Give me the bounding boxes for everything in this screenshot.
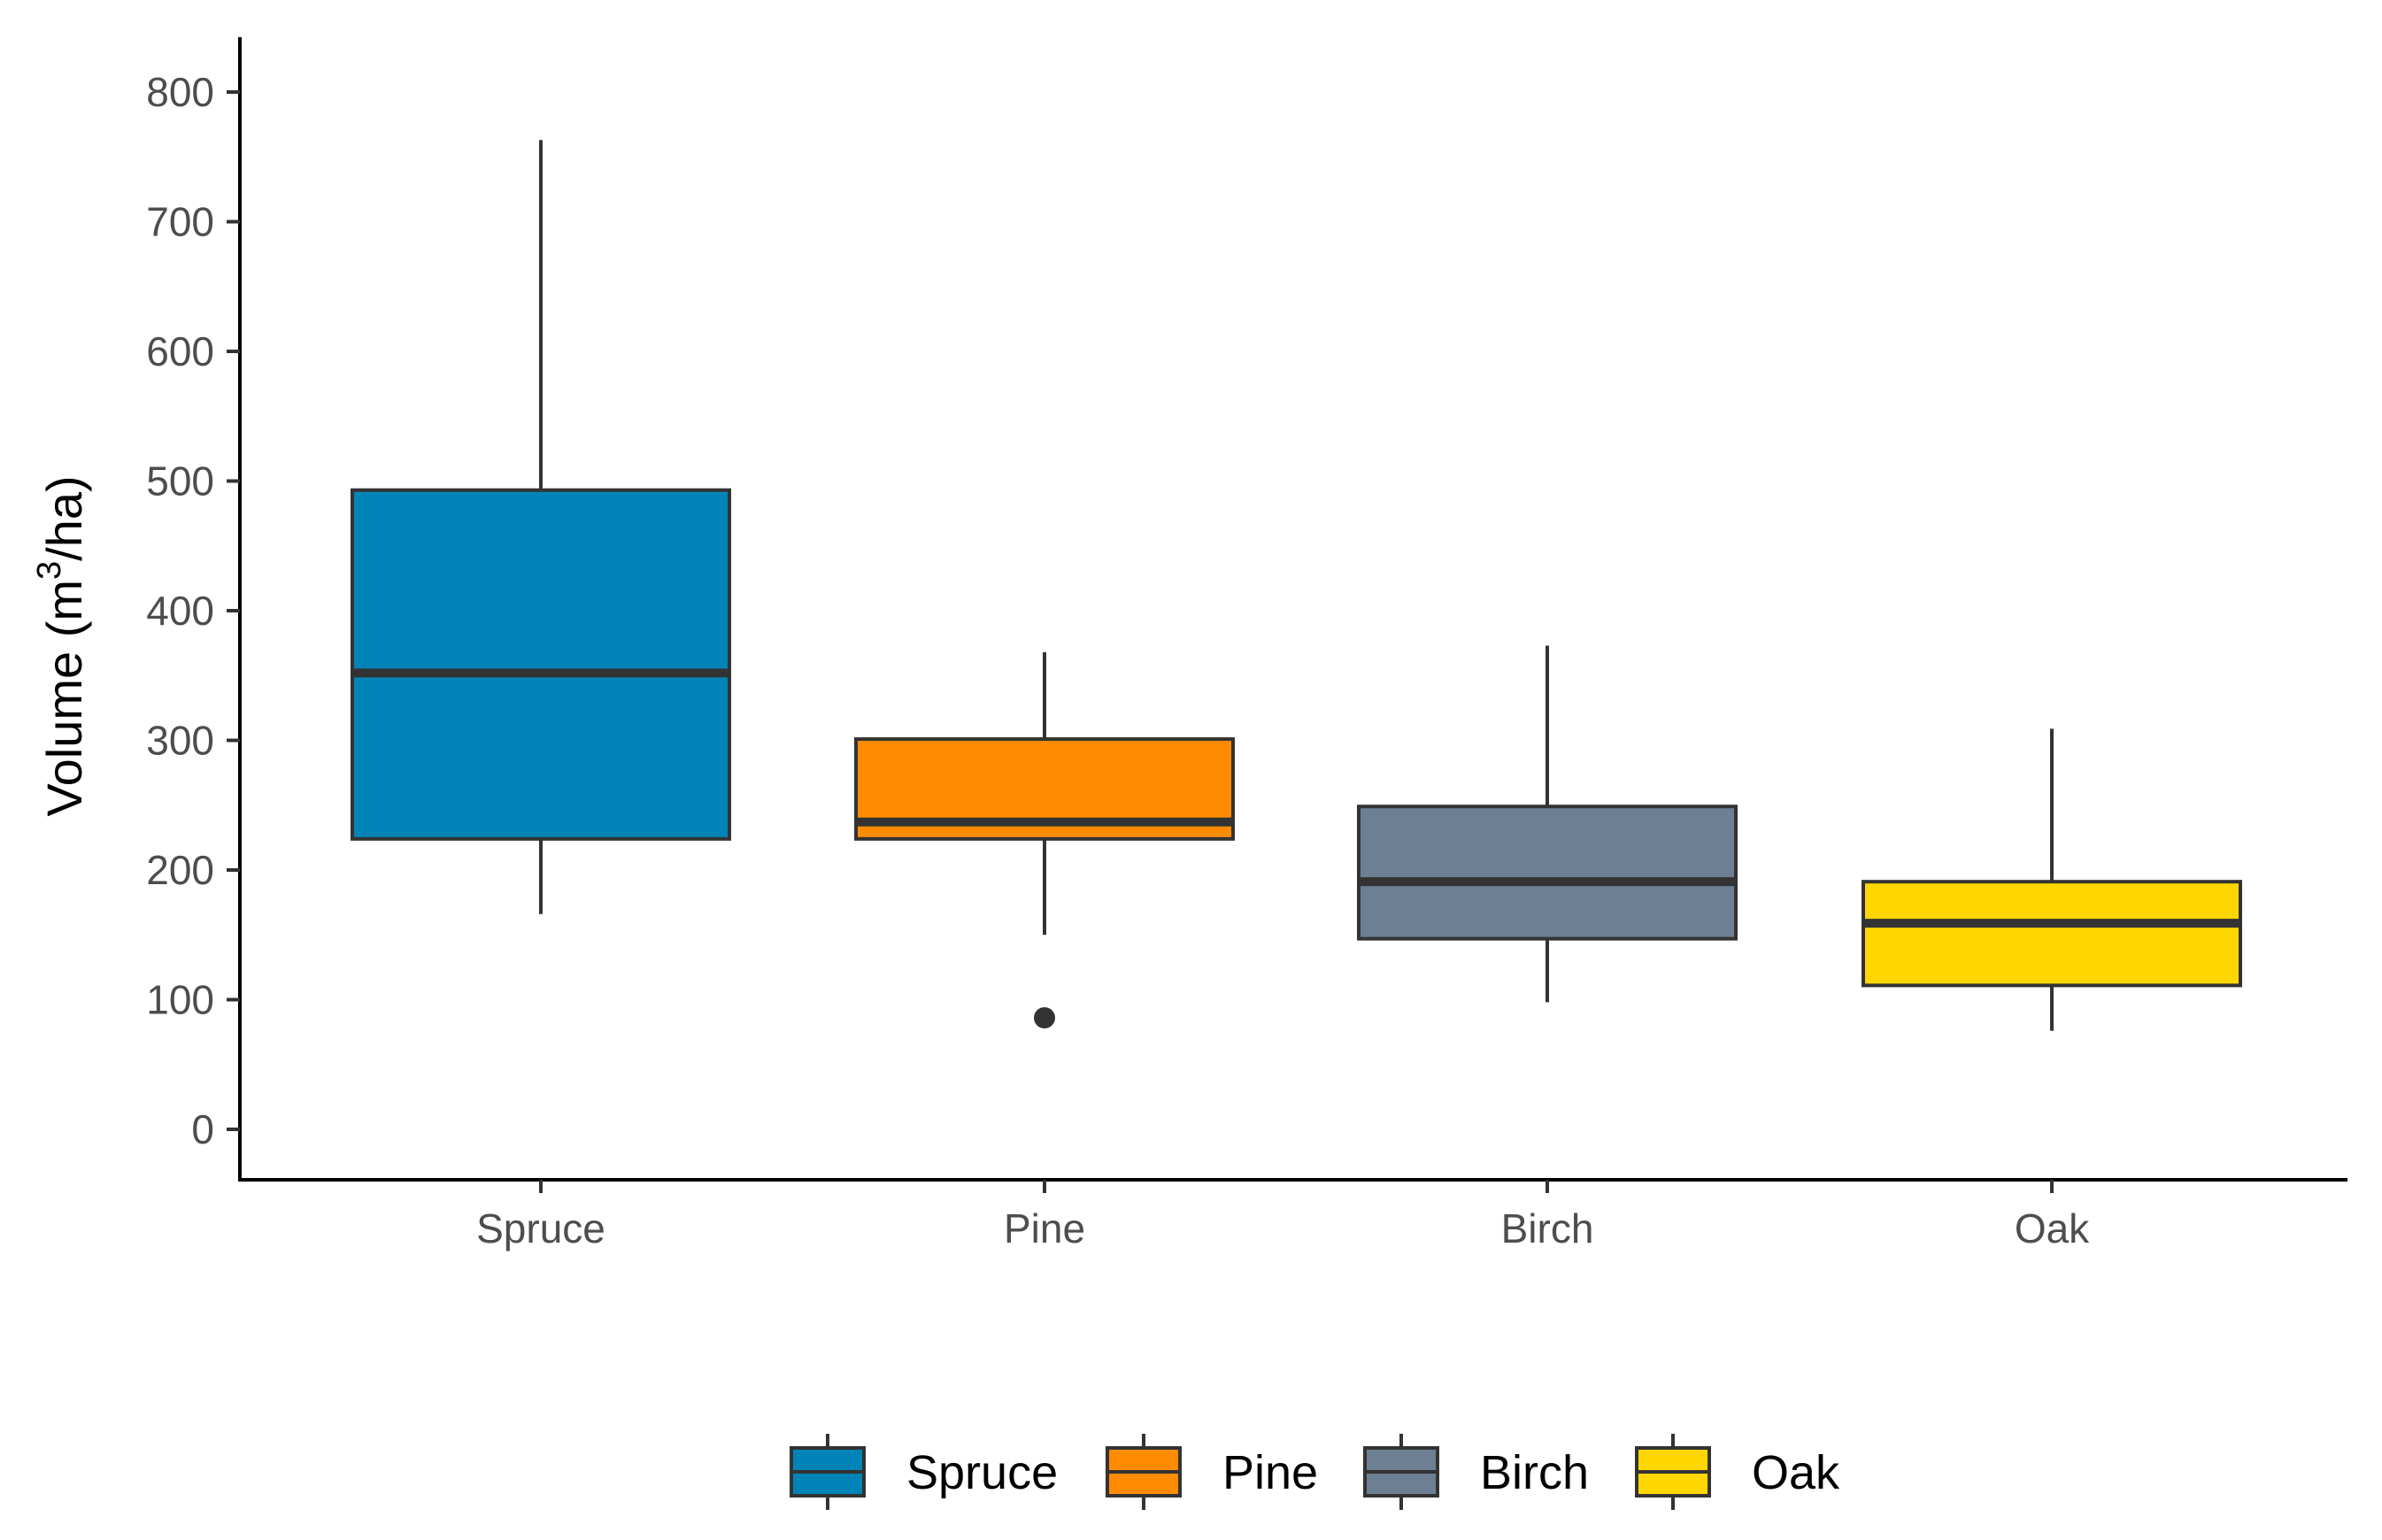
box-body: [1357, 805, 1738, 941]
box-body: [351, 488, 731, 841]
legend-key-spruce: [790, 1434, 866, 1510]
y-tick-label: 600: [146, 328, 214, 374]
y-tick-label: 800: [146, 69, 214, 115]
y-axis-title-main: Volume (m: [36, 580, 92, 817]
legend-key-pine: [1106, 1434, 1182, 1510]
x-tick-label: Birch: [1501, 1205, 1594, 1251]
y-tick-label: 100: [146, 977, 214, 1023]
box-pine: [854, 651, 1235, 1029]
y-tick-label: 300: [146, 718, 214, 764]
y-ticks: 0 100 200 300 400 500 600 700 800: [146, 69, 240, 1152]
legend-label-birch: Birch: [1480, 1446, 1589, 1499]
legend-key-birch: [1363, 1434, 1439, 1510]
x-tick-label: Spruce: [476, 1205, 605, 1251]
box-spruce: [351, 140, 731, 914]
box-body: [1862, 880, 2242, 988]
boxes-layer: [351, 140, 2242, 1031]
box-birch: [1357, 645, 1738, 1003]
legend-label-pine: Pine: [1222, 1446, 1318, 1499]
y-axis-title-superscript: 3: [31, 561, 68, 580]
legend-key-oak: [1635, 1434, 1711, 1510]
x-tick-label: Pine: [1004, 1205, 1085, 1251]
y-tick-label: 200: [146, 847, 214, 893]
box-oak: [1862, 728, 2242, 1031]
x-tick-label: Oak: [2015, 1205, 2090, 1251]
x-ticks: Spruce Pine Birch Oak: [476, 1180, 2090, 1251]
y-tick-label: 500: [146, 458, 214, 504]
legend-label-spruce: Spruce: [906, 1446, 1058, 1499]
y-tick-label: 0: [191, 1106, 214, 1152]
legend: Spruce Pine Birch Oak: [790, 1434, 1840, 1510]
y-axis-title-suffix: /ha): [36, 475, 92, 561]
y-tick-label: 400: [146, 588, 214, 634]
outlier-point: [1034, 1007, 1055, 1029]
axes-layer: [238, 37, 2347, 1182]
y-tick-label: 700: [146, 199, 214, 245]
y-axis-title: Volume (m3/ha): [31, 475, 92, 816]
legend-label-oak: Oak: [1752, 1446, 1840, 1499]
